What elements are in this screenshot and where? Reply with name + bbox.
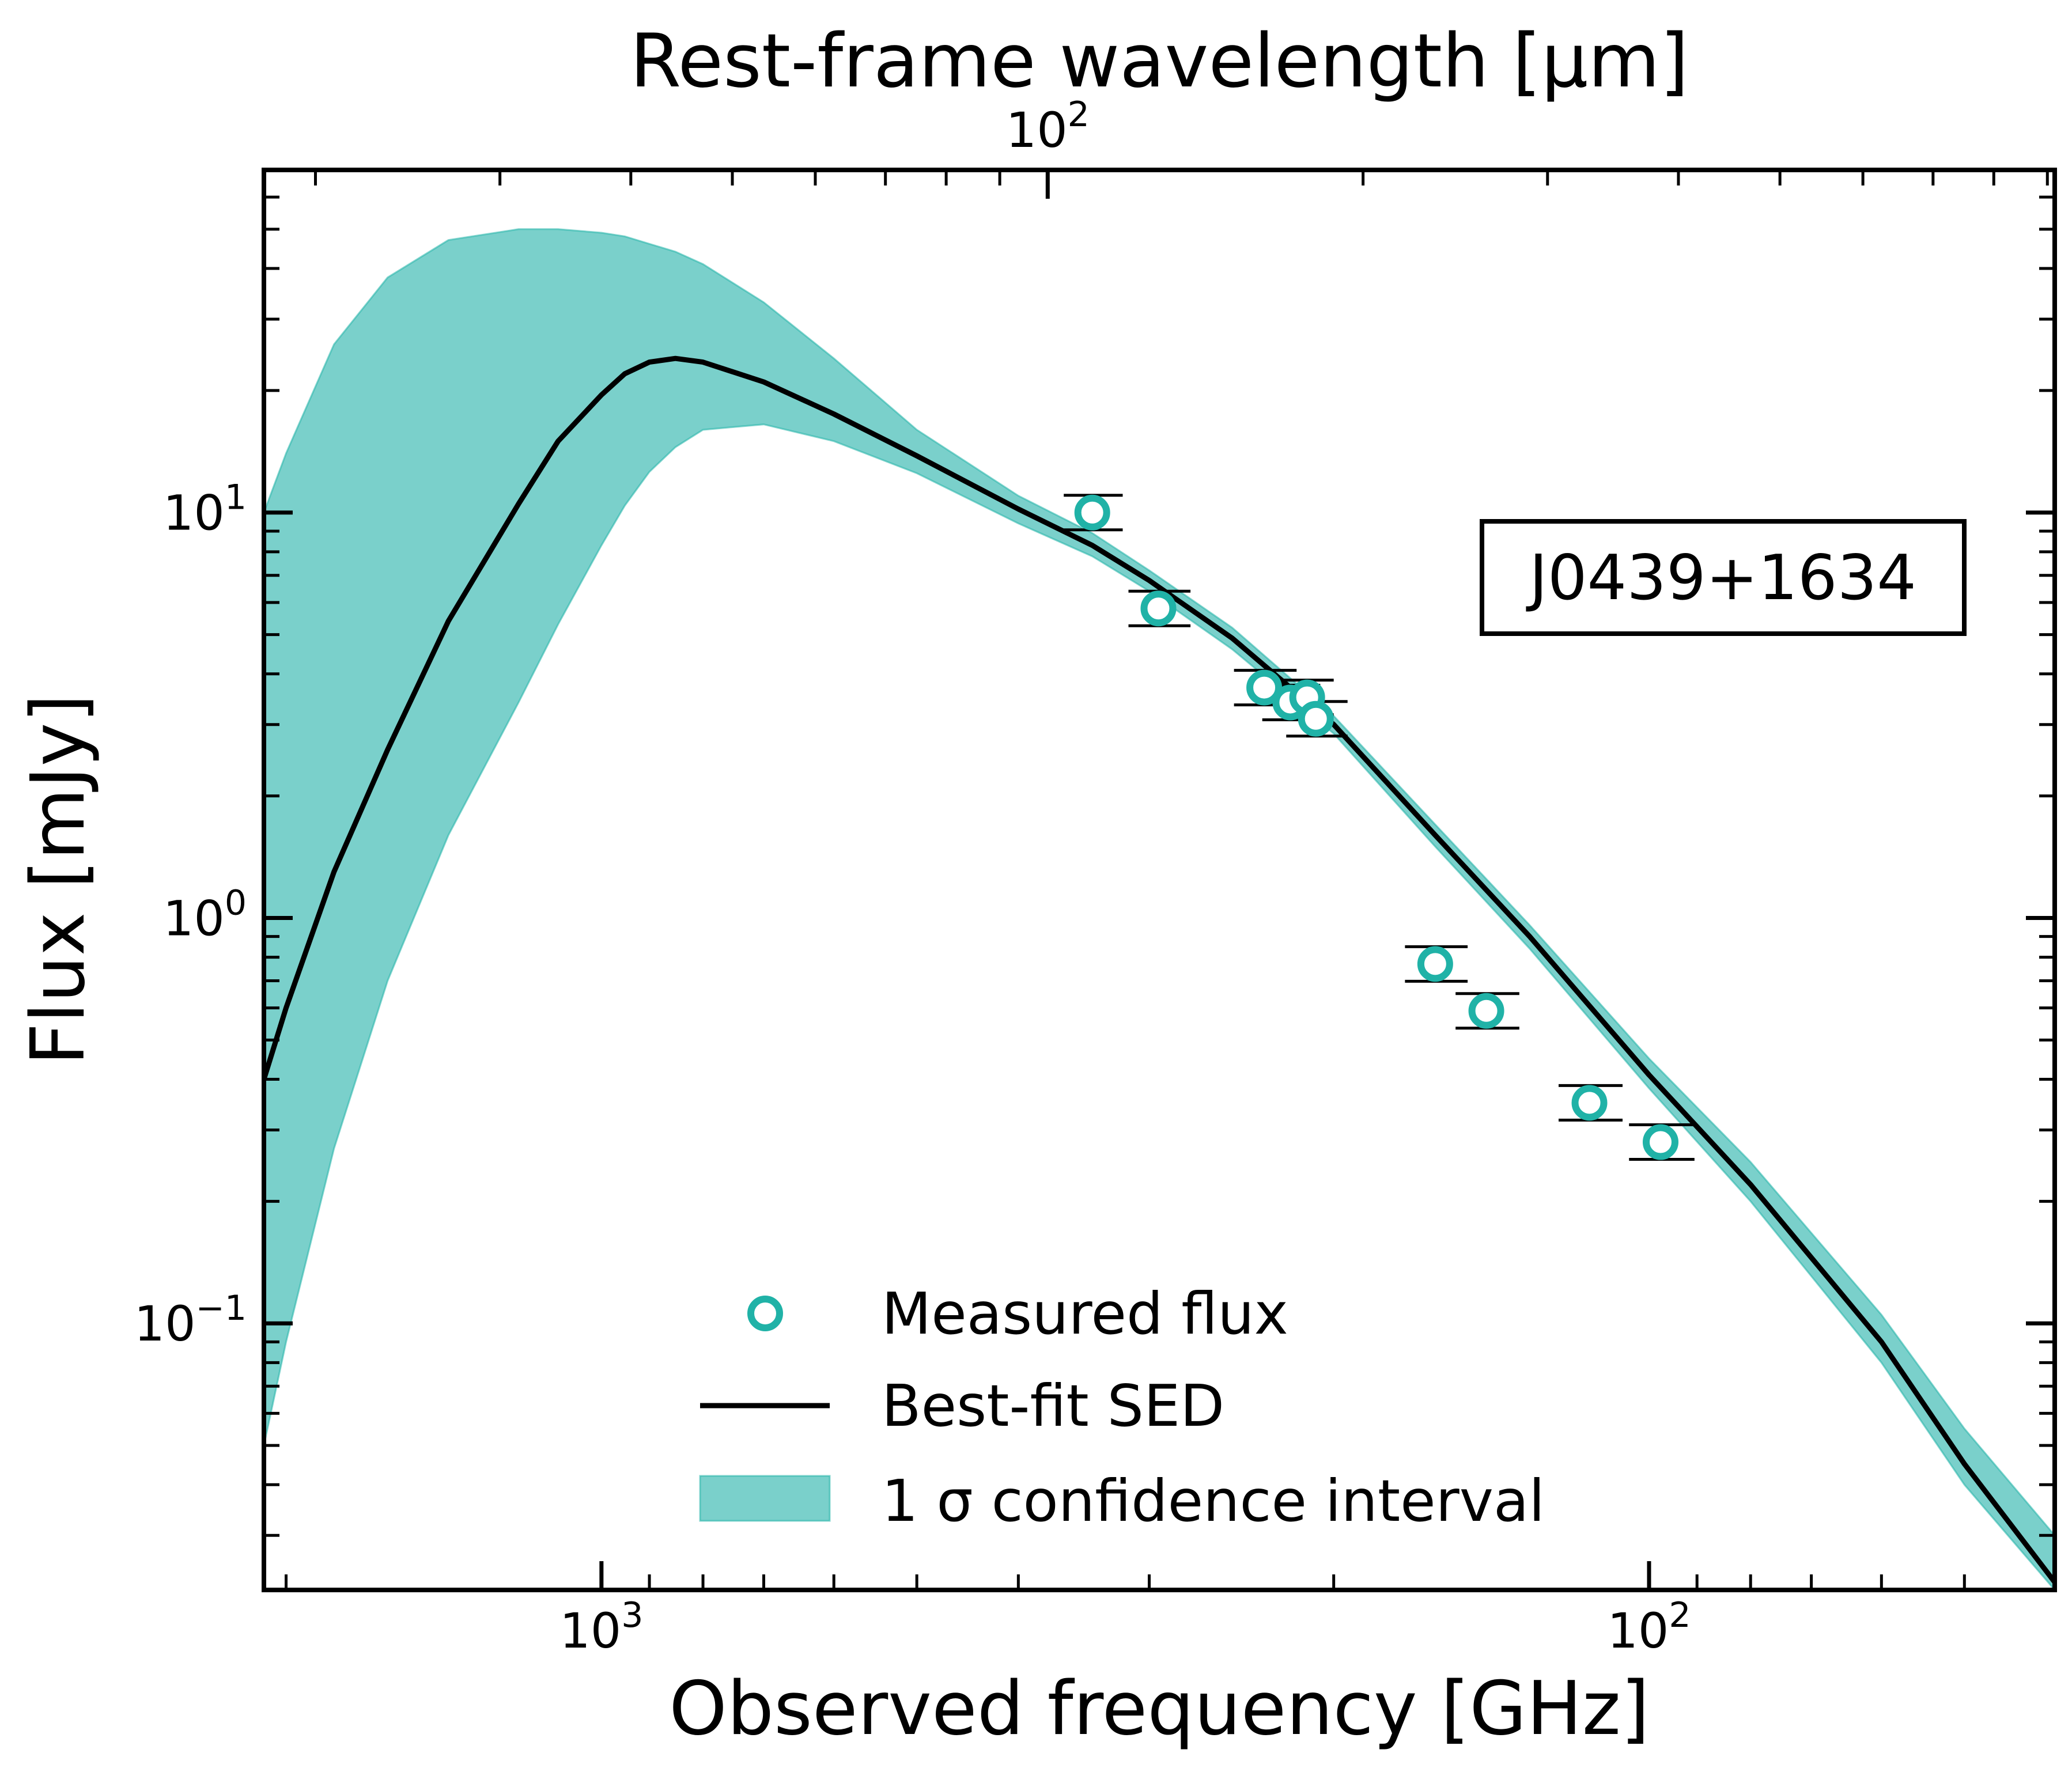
data-point — [1571, 1085, 1608, 1121]
y-tick-label: 10−1 — [134, 1288, 247, 1352]
data-point — [1140, 590, 1177, 627]
plot-frame — [262, 168, 2057, 1592]
tick-labels: 103 102 10−1 100 101 102 — [134, 94, 1691, 1659]
x-tick-label: 102 — [1607, 1595, 1691, 1659]
data-point — [1246, 669, 1283, 706]
y-tick-label: 101 — [163, 478, 247, 542]
data-point — [1298, 701, 1334, 737]
confidence-band — [264, 228, 2055, 1590]
legend-label-best-fit-sed: Best-fit SED — [882, 1372, 1224, 1440]
y-axis-label: Flux [mJy] — [16, 694, 101, 1066]
measured-points — [1074, 494, 1678, 1160]
legend-label-confidence: 1 σ confidence interval — [882, 1467, 1545, 1535]
data-point — [1074, 494, 1110, 531]
axis-ticks — [264, 168, 2055, 1590]
target-name-box: J0439+1634 — [1480, 519, 1967, 636]
x-tick-label: 103 — [559, 1595, 643, 1659]
legend-patch-confidence — [699, 1475, 831, 1522]
x-axis-label: Observed frequency [GHz] — [669, 1666, 1650, 1752]
legend: Measured flux Best-fit SED 1 σ confidenc… — [699, 1280, 1545, 1535]
data-point — [1417, 946, 1453, 982]
data-point — [1468, 993, 1504, 1029]
best-fit-sed-line — [264, 355, 2055, 1584]
plot-area — [264, 228, 2055, 1590]
data-point — [1642, 1124, 1678, 1160]
target-name-label: J0439+1634 — [1526, 542, 1916, 614]
y-tick-label: 100 — [163, 883, 247, 946]
top-tick-label: 102 — [1006, 94, 1090, 158]
legend-marker-measured-flux — [747, 1296, 783, 1331]
top-axis-label: Rest-frame wavelength [μm] — [630, 18, 1689, 104]
legend-label-measured-flux: Measured flux — [882, 1280, 1288, 1347]
target-name-frame — [1480, 519, 1967, 636]
